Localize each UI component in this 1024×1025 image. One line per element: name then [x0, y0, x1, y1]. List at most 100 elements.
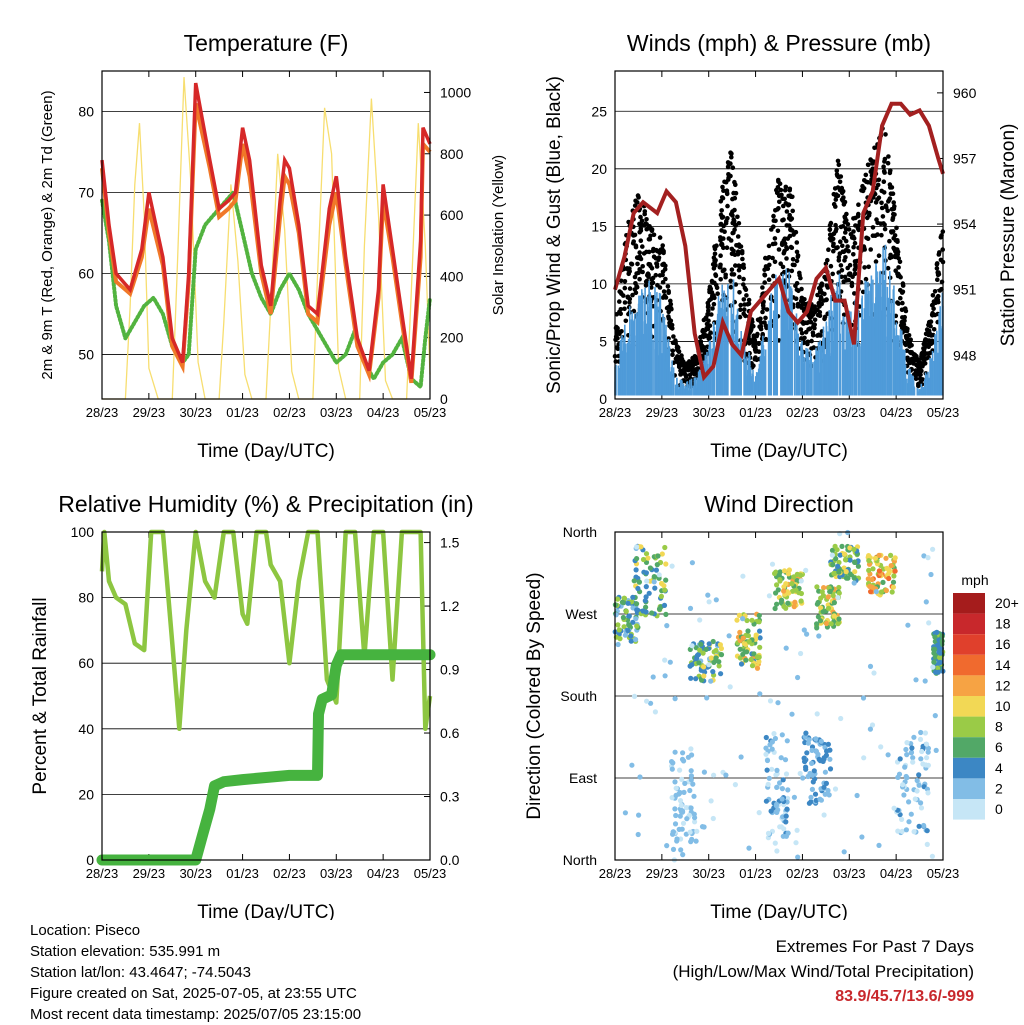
gust-point [902, 306, 908, 312]
direction-point [803, 730, 809, 736]
gust-point [676, 349, 682, 354]
gust-point [822, 316, 827, 322]
gust-point [931, 299, 937, 304]
direction-point [836, 620, 842, 626]
colorbar-swatch [953, 593, 985, 614]
direction-point [688, 768, 694, 774]
gust-point [708, 286, 714, 292]
gust-point [760, 301, 766, 306]
gust-point [838, 263, 844, 268]
direction-point [774, 848, 780, 854]
gust-point [644, 217, 649, 222]
gust-point [833, 193, 839, 199]
gust-point [723, 274, 728, 280]
y-tick-label: 80 [78, 590, 94, 606]
direction-point [687, 663, 693, 669]
gust-point [841, 312, 847, 318]
direction-point [798, 598, 804, 604]
gust-point [935, 272, 941, 278]
gust-point [826, 247, 831, 252]
plot-frame [101, 70, 431, 400]
y2-tick-label: 1.2 [440, 598, 460, 614]
direction-point [777, 780, 783, 786]
gust-point [635, 193, 641, 198]
gust-point [921, 346, 927, 352]
gust-point [648, 233, 653, 239]
gust-point [752, 347, 758, 353]
direction-point [899, 828, 905, 835]
direction-point [897, 756, 903, 762]
gust-point [780, 264, 786, 270]
direction-point [654, 562, 660, 568]
direction-point [648, 700, 654, 706]
direction-point [737, 655, 744, 661]
x-tick-label: 04/23 [367, 405, 400, 420]
chart-title: Wind Direction [704, 491, 854, 517]
gust-point [934, 262, 940, 267]
direction-point [924, 841, 930, 848]
x-tick-label: 05/23 [927, 405, 960, 420]
direction-point [684, 816, 690, 822]
gust-point [874, 217, 879, 222]
x-tick-label: 02/23 [273, 866, 306, 881]
direction-point [740, 573, 746, 579]
y-tick-label: 15 [591, 218, 607, 234]
direction-point [791, 794, 798, 800]
direction-point [630, 619, 636, 625]
extremes-box: Extremes For Past 7 Days (High/Low/Max W… [673, 934, 974, 1009]
gust-point [916, 383, 921, 389]
gust-point [713, 272, 718, 277]
y-tick-label: 5 [599, 333, 607, 349]
y-tick-label: 40 [78, 721, 94, 737]
direction-point [710, 638, 716, 645]
gust-point [840, 249, 846, 254]
direction-point [694, 652, 701, 659]
direction-point [891, 573, 897, 579]
direction-point [825, 787, 831, 794]
gust-point [651, 232, 657, 238]
gust-point [733, 223, 739, 228]
gust-point [776, 206, 781, 211]
direction-point [644, 698, 650, 704]
gust-point [709, 312, 714, 317]
direction-point [829, 552, 836, 558]
direction-point [876, 568, 883, 574]
gust-point [764, 325, 769, 331]
gust-point [913, 372, 918, 378]
gust-point [873, 259, 879, 264]
y-tick-label: 0 [86, 852, 94, 868]
gust-point [772, 236, 778, 241]
direction-point [913, 677, 919, 683]
gust-point [867, 210, 872, 216]
station-elevation: Station elevation: 535.991 m [30, 943, 221, 960]
gust-point [915, 363, 921, 368]
winds-pressure-panel: 28/23 29/23 30/23 01/23 02/23 03/23 04/23 05/23… [544, 30, 1019, 462]
colorbar-label: 2 [995, 780, 1003, 796]
direction-point [854, 544, 861, 550]
direction-point [627, 623, 633, 629]
gust-point [812, 317, 818, 323]
gust-point [888, 168, 893, 173]
gust-point [729, 251, 735, 257]
direction-point [687, 787, 693, 794]
direction-point [708, 655, 714, 661]
gust-point [737, 274, 742, 280]
direction-point [647, 565, 654, 571]
direction-point [678, 802, 684, 809]
y2-tick-label: 0.0 [440, 852, 460, 868]
colorbar-label: 12 [995, 677, 1011, 693]
gust-point [718, 238, 723, 243]
gust-point [646, 261, 651, 267]
gust-point [818, 294, 824, 300]
direction-point [777, 824, 783, 830]
direction-point [931, 646, 937, 653]
gust-point [771, 213, 776, 219]
temp-2m-line [100, 82, 432, 380]
gust-point [782, 236, 788, 241]
gust-point [637, 221, 642, 227]
direction-point [664, 623, 670, 629]
gust-point [655, 248, 660, 254]
gust-point [879, 200, 884, 206]
y2-tick-label: 948 [953, 347, 977, 363]
x-axis-label: Time (Day/UTC) [710, 441, 848, 462]
